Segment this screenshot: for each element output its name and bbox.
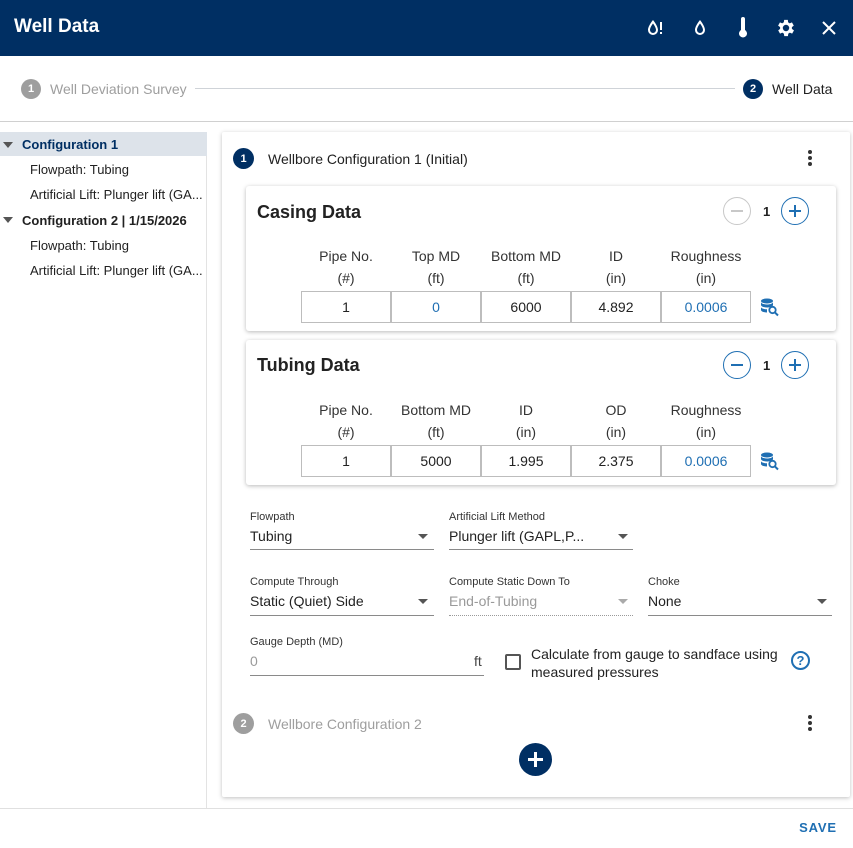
footer-divider <box>0 808 853 809</box>
casing-remove-button[interactable] <box>723 197 751 225</box>
lift-method-underline <box>449 549 633 550</box>
tubing-cell-pipe[interactable]: 1 <box>301 445 391 477</box>
flowpath-chevron-down-icon[interactable] <box>418 534 428 539</box>
tubing-col-od: OD (in) <box>605 402 627 440</box>
compute-through-underline <box>250 615 434 616</box>
tubing-remove-button[interactable] <box>723 351 751 379</box>
flowpath-label: Flowpath <box>250 511 295 523</box>
choke-underline <box>648 615 832 616</box>
gear-icon[interactable] <box>772 14 800 42</box>
casing-count: 1 <box>763 204 771 219</box>
gauge-depth-underline <box>250 675 484 676</box>
step-1-label[interactable]: Well Deviation Survey <box>50 81 187 97</box>
tree-caret-config-2[interactable] <box>3 217 13 223</box>
tree-caret-config-1[interactable] <box>3 142 13 148</box>
casing-cell-topmd[interactable]: 0 <box>391 291 481 323</box>
config-1-title: Wellbore Configuration 1 (Initial) <box>268 151 468 167</box>
casing-cell-roughness[interactable]: 0.0006 <box>661 291 751 323</box>
add-configuration-button[interactable] <box>519 743 552 776</box>
thermometer-icon[interactable] <box>729 14 757 42</box>
tubing-title: Tubing Data <box>257 355 360 375</box>
choke-chevron-down-icon[interactable] <box>817 599 827 604</box>
app-header: Well Data <box>0 0 853 56</box>
compute-through-chevron-down-icon[interactable] <box>418 599 428 604</box>
choke-label: Choke <box>648 576 680 588</box>
casing-col-pipe: Pipe No. (#) <box>319 248 373 286</box>
tubing-col-id: ID (in) <box>515 402 537 440</box>
lift-method-chevron-down-icon[interactable] <box>618 534 628 539</box>
gauge-depth-input[interactable]: 0 <box>250 653 258 669</box>
compute-static-label: Compute Static Down To <box>449 576 570 588</box>
tree-item-lift-2[interactable]: Artificial Lift: Plunger lift (GA... <box>30 263 202 278</box>
tree-item-config-1[interactable]: Configuration 1 <box>22 137 119 152</box>
tubing-col-bottommd: Bottom MD (ft) <box>400 402 471 440</box>
flowpath-underline <box>250 549 434 550</box>
stepper-connector <box>195 88 735 89</box>
casing-title: Casing Data <box>257 202 362 222</box>
config-2-number: 2 <box>233 713 254 734</box>
compute-static-select: End-of-Tubing <box>449 593 538 609</box>
water-alert-icon[interactable] <box>641 14 669 42</box>
help-icon[interactable]: ? <box>791 651 810 670</box>
calc-gauge-label[interactable]: Calculate from gauge to sandface using m… <box>531 646 778 680</box>
casing-data-card: Casing Data 1 Pipe No. (#) Top MD (ft) Bot… <box>246 186 836 331</box>
tubing-cell-id[interactable]: 1.995 <box>481 445 571 477</box>
step-2-number[interactable]: 2 <box>743 79 763 99</box>
wellbore-configurations-panel: 1 Wellbore Configuration 1 (Initial) Cas… <box>222 132 850 797</box>
casing-add-button[interactable] <box>781 197 809 225</box>
casing-cell-id[interactable]: 4.892 <box>571 291 661 323</box>
close-icon[interactable] <box>815 14 843 42</box>
compute-static-chevron-down-icon <box>618 599 628 604</box>
tubing-col-pipe: Pipe No. (#) <box>319 402 373 440</box>
gauge-depth-unit: ft <box>474 653 482 669</box>
casing-col-roughness: Roughness (in) <box>670 248 742 286</box>
compute-through-label: Compute Through <box>250 576 339 588</box>
config-2-more-icon[interactable] <box>800 713 820 733</box>
config-1-more-icon[interactable] <box>800 148 820 168</box>
water-drop-icon[interactable] <box>686 14 714 42</box>
save-button[interactable]: SAVE <box>799 820 837 835</box>
database-search-icon[interactable] <box>760 297 780 317</box>
tree-selection-highlight <box>0 132 207 156</box>
casing-col-id: ID (in) <box>605 248 627 286</box>
tubing-cell-od[interactable]: 2.375 <box>571 445 661 477</box>
config-2-title[interactable]: Wellbore Configuration 2 <box>268 716 422 732</box>
casing-cell-pipe[interactable]: 1 <box>301 291 391 323</box>
config-1-number: 1 <box>233 148 254 169</box>
flowpath-select[interactable]: Tubing <box>250 528 293 544</box>
tree-item-config-2[interactable]: Configuration 2 | 1/15/2026 <box>22 213 187 228</box>
step-2-label[interactable]: Well Data <box>772 81 833 97</box>
tubing-count: 1 <box>763 358 771 373</box>
lift-method-label: Artificial Lift Method <box>449 511 545 523</box>
choke-select[interactable]: None <box>648 593 682 609</box>
tubing-col-roughness: Roughness (in) <box>670 402 742 440</box>
step-1-number[interactable]: 1 <box>21 79 41 99</box>
tubing-add-button[interactable] <box>781 351 809 379</box>
compute-static-underline <box>449 615 633 616</box>
casing-col-topmd: Top MD (ft) <box>411 248 461 286</box>
tree-item-flowpath-2[interactable]: Flowpath: Tubing <box>30 238 130 253</box>
calc-gauge-checkbox[interactable] <box>505 654 521 670</box>
stepper-divider <box>0 121 853 122</box>
database-search-icon[interactable] <box>760 451 780 471</box>
tubing-data-card: Tubing Data 1 Pipe No. (#) Bottom MD (ft) … <box>246 340 836 485</box>
casing-col-bottommd: Bottom MD (ft) <box>490 248 561 286</box>
config-tree <box>0 132 207 808</box>
compute-through-select[interactable]: Static (Quiet) Side <box>250 593 364 609</box>
gauge-depth-label: Gauge Depth (MD) <box>250 636 343 648</box>
tubing-cell-roughness[interactable]: 0.0006 <box>661 445 751 477</box>
casing-cell-bottommd[interactable]: 6000 <box>481 291 571 323</box>
tree-item-flowpath-1[interactable]: Flowpath: Tubing <box>30 162 130 177</box>
page-title: Well Data <box>14 16 100 37</box>
tubing-cell-bottommd[interactable]: 5000 <box>391 445 481 477</box>
tree-item-lift-1[interactable]: Artificial Lift: Plunger lift (GA... <box>30 187 202 202</box>
lift-method-select[interactable]: Plunger lift (GAPL,P... <box>449 528 585 544</box>
